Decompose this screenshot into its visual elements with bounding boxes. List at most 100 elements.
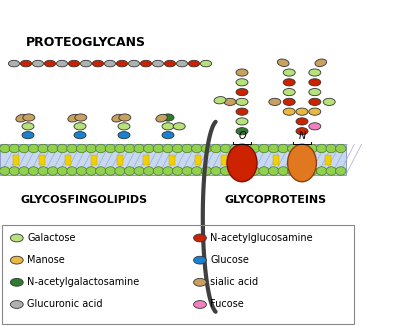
- Ellipse shape: [283, 79, 295, 86]
- Circle shape: [0, 167, 10, 175]
- Ellipse shape: [118, 131, 130, 139]
- Circle shape: [76, 167, 87, 175]
- Circle shape: [220, 167, 231, 175]
- Bar: [65, 155, 71, 165]
- Bar: [143, 155, 149, 165]
- Ellipse shape: [309, 123, 321, 130]
- Text: Glucuronic acid: Glucuronic acid: [27, 300, 103, 309]
- Circle shape: [240, 144, 250, 153]
- Text: PROTEOGLYCANS: PROTEOGLYCANS: [26, 36, 146, 49]
- Bar: [169, 155, 175, 165]
- Circle shape: [9, 144, 20, 153]
- Circle shape: [288, 144, 298, 153]
- Text: Glucose: Glucose: [210, 255, 249, 265]
- Ellipse shape: [188, 60, 200, 67]
- Circle shape: [86, 144, 96, 153]
- Circle shape: [316, 167, 327, 175]
- Circle shape: [316, 144, 327, 153]
- Ellipse shape: [152, 60, 164, 67]
- Circle shape: [115, 144, 125, 153]
- Ellipse shape: [173, 123, 185, 130]
- Ellipse shape: [164, 60, 176, 67]
- Circle shape: [28, 144, 39, 153]
- Ellipse shape: [10, 234, 23, 242]
- Circle shape: [278, 167, 288, 175]
- Ellipse shape: [32, 60, 44, 67]
- Circle shape: [124, 144, 135, 153]
- Circle shape: [211, 144, 221, 153]
- Ellipse shape: [283, 88, 295, 96]
- Ellipse shape: [214, 96, 226, 104]
- Ellipse shape: [23, 114, 35, 121]
- Circle shape: [48, 167, 58, 175]
- Circle shape: [182, 167, 192, 175]
- Ellipse shape: [56, 60, 68, 67]
- Ellipse shape: [22, 123, 34, 130]
- Ellipse shape: [296, 127, 308, 135]
- Ellipse shape: [236, 69, 248, 76]
- Circle shape: [172, 167, 183, 175]
- Text: GLYCOPROTEINS: GLYCOPROTEINS: [225, 196, 327, 205]
- Ellipse shape: [283, 69, 295, 76]
- Ellipse shape: [236, 79, 248, 86]
- Ellipse shape: [112, 114, 123, 122]
- Ellipse shape: [20, 60, 32, 67]
- Ellipse shape: [156, 114, 167, 122]
- Circle shape: [28, 167, 39, 175]
- Ellipse shape: [162, 114, 174, 121]
- Circle shape: [134, 167, 144, 175]
- Circle shape: [307, 167, 317, 175]
- Bar: [0, 144, 346, 175]
- Circle shape: [76, 144, 87, 153]
- Ellipse shape: [224, 98, 236, 106]
- Circle shape: [268, 167, 279, 175]
- Text: Manose: Manose: [27, 255, 65, 265]
- Circle shape: [0, 144, 10, 153]
- Ellipse shape: [323, 98, 335, 106]
- Ellipse shape: [194, 278, 206, 286]
- Text: N: N: [298, 131, 306, 141]
- Ellipse shape: [309, 69, 321, 76]
- Circle shape: [163, 167, 173, 175]
- Circle shape: [288, 167, 298, 175]
- Text: N-acetylgalactosamine: N-acetylgalactosamine: [27, 277, 140, 287]
- Circle shape: [307, 144, 317, 153]
- Circle shape: [201, 144, 212, 153]
- Ellipse shape: [22, 131, 34, 139]
- Circle shape: [57, 144, 68, 153]
- Circle shape: [249, 144, 260, 153]
- Circle shape: [182, 144, 192, 153]
- Circle shape: [220, 144, 231, 153]
- Ellipse shape: [8, 60, 20, 67]
- Bar: [117, 155, 123, 165]
- Circle shape: [326, 167, 336, 175]
- Bar: [91, 155, 97, 165]
- Ellipse shape: [116, 60, 128, 67]
- Circle shape: [230, 167, 240, 175]
- Ellipse shape: [309, 88, 321, 96]
- Ellipse shape: [162, 131, 174, 139]
- Circle shape: [57, 167, 68, 175]
- Circle shape: [124, 167, 135, 175]
- Circle shape: [19, 167, 29, 175]
- Ellipse shape: [176, 60, 188, 67]
- Ellipse shape: [74, 131, 86, 139]
- Circle shape: [153, 144, 164, 153]
- Ellipse shape: [296, 108, 308, 115]
- Circle shape: [115, 167, 125, 175]
- Ellipse shape: [68, 114, 79, 122]
- Text: Fucose: Fucose: [210, 300, 244, 309]
- Ellipse shape: [194, 301, 206, 308]
- Circle shape: [144, 167, 154, 175]
- Ellipse shape: [283, 108, 295, 115]
- Circle shape: [201, 167, 212, 175]
- Ellipse shape: [10, 256, 23, 264]
- Ellipse shape: [80, 60, 92, 67]
- Circle shape: [240, 167, 250, 175]
- Circle shape: [259, 144, 269, 153]
- Ellipse shape: [118, 123, 130, 130]
- Circle shape: [172, 144, 183, 153]
- Circle shape: [230, 144, 240, 153]
- Ellipse shape: [119, 114, 131, 121]
- Circle shape: [144, 144, 154, 153]
